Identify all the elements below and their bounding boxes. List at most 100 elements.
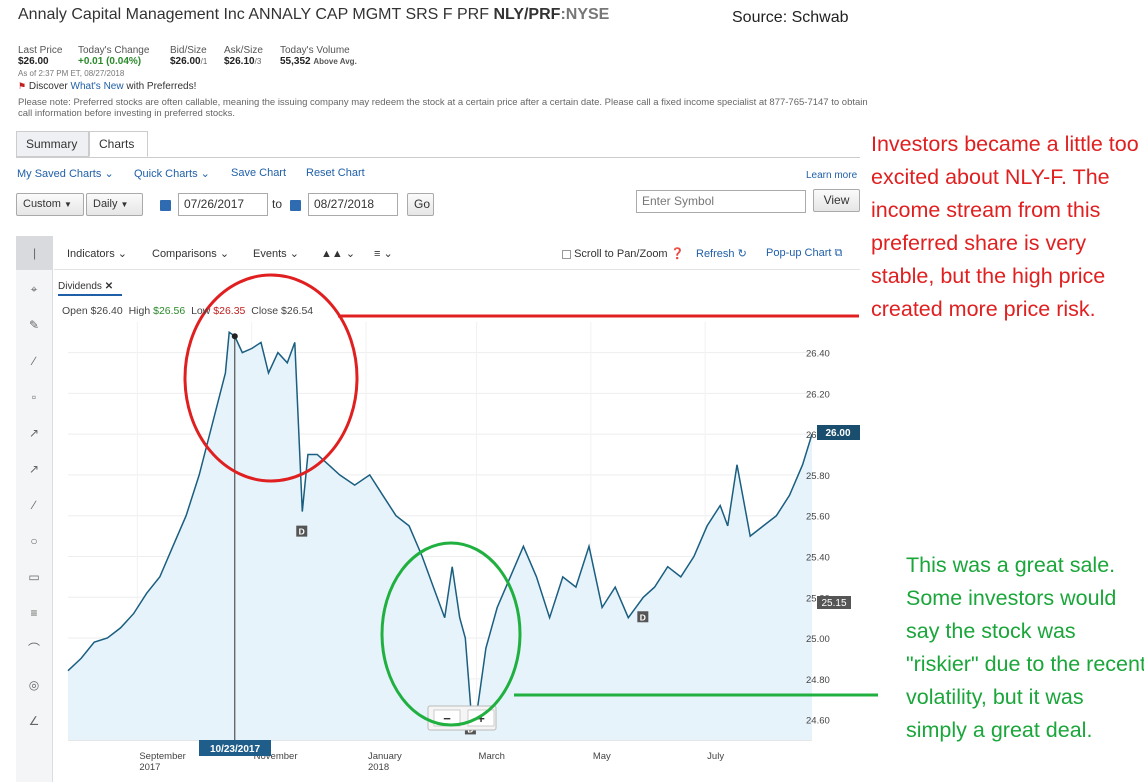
popup-chart-link[interactable]: Pop-up Chart ⧉ xyxy=(766,247,843,259)
discover-suffix: with Preferreds! xyxy=(123,81,197,92)
high-value: $26.56 xyxy=(153,305,186,317)
volume-note: Above Avg. xyxy=(313,57,357,66)
comparisons-menu[interactable]: Comparisons ⌄ xyxy=(152,248,230,260)
settings-menu[interactable]: ≡ ⌄ xyxy=(374,247,393,260)
y-tick-label: 25.00 xyxy=(806,634,830,645)
ask-block: Ask/Size $26.10/3 xyxy=(224,45,263,67)
change-value: +0.01 (0.04%) xyxy=(78,56,142,67)
dividend-marker-label: D xyxy=(640,612,646,622)
x-tick-year-label: 2017 xyxy=(139,762,160,773)
volume-value: 55,352 xyxy=(280,56,311,67)
chart-toolbar: Indicators ⌄ Comparisons ⌄ Events ⌄ ▲▲ ⌄… xyxy=(54,236,860,270)
scroll-to-pan-checkbox[interactable]: Scroll to Pan/Zoom ❓ xyxy=(562,247,684,260)
calendar-icon[interactable] xyxy=(290,200,301,211)
chevron-down-icon: ⌄ xyxy=(345,248,356,260)
symbol-input[interactable]: Enter Symbol xyxy=(636,190,806,213)
chevron-down-icon: ⌄ xyxy=(289,248,299,260)
symbol: NLY/PRF xyxy=(493,6,561,23)
save-chart-link[interactable]: Save Chart xyxy=(231,167,287,179)
last-price-label: Last Price xyxy=(18,45,63,56)
to-date-input[interactable]: 08/27/2018 xyxy=(308,193,398,216)
view-button[interactable]: View xyxy=(813,189,860,212)
red-annotation: Investors became a little too excited ab… xyxy=(871,132,1139,321)
close-icon[interactable]: ✕ xyxy=(104,281,114,292)
source-label: Source: Schwab xyxy=(732,9,849,26)
tab-charts[interactable]: Charts xyxy=(89,131,148,157)
dividend-marker xyxy=(637,611,649,623)
crosshair-date-tag: 10/23/2017 xyxy=(199,740,271,756)
bid-label: Bid/Size xyxy=(170,45,207,56)
popup-icon: ⧉ xyxy=(834,247,843,259)
target-tool-icon[interactable]: ◎ xyxy=(28,678,40,692)
y-tick-label: 25.80 xyxy=(806,471,830,482)
events-menu[interactable]: Events ⌄ xyxy=(253,248,299,260)
checkbox-icon[interactable] xyxy=(562,249,571,259)
y-tick-label: 24.80 xyxy=(806,675,830,686)
ask-label: Ask/Size xyxy=(224,45,263,56)
x-tick-label: May xyxy=(593,751,611,762)
volume-label: Today's Volume xyxy=(280,45,350,56)
x-tick-label: March xyxy=(479,751,505,762)
list-icon: ≡ xyxy=(374,248,381,260)
discover-line: ⚑ Discover What's New with Preferreds! xyxy=(18,81,196,92)
rectangle-tool-icon[interactable]: ▭ xyxy=(28,570,40,584)
minus-icon: − xyxy=(443,711,451,726)
indicators-menu[interactable]: Indicators ⌄ xyxy=(67,248,127,260)
learn-more-link[interactable]: Learn more xyxy=(806,170,858,181)
annotate-tool-icon[interactable]: ✎ xyxy=(28,318,40,332)
dividends-tab[interactable]: Dividends ✕ xyxy=(58,281,122,296)
extended-line-tool-icon[interactable]: ↗ xyxy=(28,462,40,476)
low-value: $26.35 xyxy=(213,305,246,317)
chevron-down-icon: ⌄ xyxy=(200,168,210,180)
chart-style-select[interactable]: Custom ▼ xyxy=(16,193,84,216)
chevron-down-icon: ⌄ xyxy=(383,248,393,260)
crosshair-dot xyxy=(231,333,238,340)
last-value-tag: 26.00 xyxy=(817,425,860,440)
my-saved-charts-menu[interactable]: My Saved Charts ⌄ xyxy=(17,168,114,180)
red-highlight-ellipse xyxy=(183,273,359,483)
y-tick-label: 24.60 xyxy=(806,716,830,727)
chevron-down-icon: ⌄ xyxy=(117,248,127,260)
close-value: $26.54 xyxy=(281,305,314,317)
whats-new-link[interactable]: What's New xyxy=(70,81,124,92)
change-block: Today's Change +0.01 (0.04%) xyxy=(78,45,149,67)
crosshair-tool-icon[interactable]: ⌖ xyxy=(30,282,38,296)
chart-type-menu[interactable]: ▲▲ ⌄ xyxy=(321,247,355,260)
bid-block: Bid/Size $26.00/1 xyxy=(170,45,207,67)
as-of-timestamp: As of 2:37 PM ET, 08/27/2018 xyxy=(18,69,125,78)
price-line xyxy=(67,330,813,718)
discover-prefix: Discover xyxy=(28,81,71,92)
open-value: $26.40 xyxy=(90,305,123,317)
last-price-value: $26.00 xyxy=(18,56,49,67)
x-tick-year-label: 2018 xyxy=(368,762,389,773)
from-date-input[interactable]: 07/26/2017 xyxy=(178,193,268,216)
price-area xyxy=(68,332,812,740)
help-icon[interactable]: ❓ xyxy=(670,248,685,260)
quick-charts-menu[interactable]: Quick Charts ⌄ xyxy=(134,168,210,180)
interval-select[interactable]: Daily ▼ xyxy=(86,193,143,216)
pointer-tool-icon[interactable]: | xyxy=(16,236,53,270)
ray-tool-icon[interactable]: ↗ xyxy=(28,426,40,440)
calendar-icon[interactable] xyxy=(160,200,171,211)
y-tick-label: 25.40 xyxy=(806,552,830,563)
drawing-toolbar: | ⌖ ✎ ∕ ▫ ↗ ↗ ∕ ○ ▭ ≡ ⌒ ◎ ∠ xyxy=(16,236,53,782)
green-annotation: This was a great sale. Some investors wo… xyxy=(906,553,1144,742)
angle-tool-icon[interactable]: ∠ xyxy=(28,714,40,728)
dividend-marker xyxy=(296,525,308,537)
refresh-link[interactable]: Refresh ↻ xyxy=(696,248,747,260)
secondary-value-tag: 25.15 xyxy=(817,596,851,609)
ask-size: /3 xyxy=(254,57,262,66)
reset-chart-link[interactable]: Reset Chart xyxy=(306,167,365,179)
segment-tool-icon[interactable]: ▫ xyxy=(31,390,37,404)
fibonacci-tool-icon[interactable]: ≡ xyxy=(30,606,38,620)
tab-summary[interactable]: Summary xyxy=(16,131,89,157)
chevron-down-icon: ⌄ xyxy=(104,168,114,180)
go-button[interactable]: Go xyxy=(407,193,434,216)
line-tool-icon[interactable]: ∕ xyxy=(32,354,35,368)
circle-tool-icon[interactable]: ○ xyxy=(30,534,38,548)
channel-tool-icon[interactable]: ∕ xyxy=(32,498,35,512)
arc-tool-icon[interactable]: ⌒ xyxy=(27,642,40,656)
security-title: Annaly Capital Management Inc ANNALY CAP… xyxy=(18,6,609,24)
